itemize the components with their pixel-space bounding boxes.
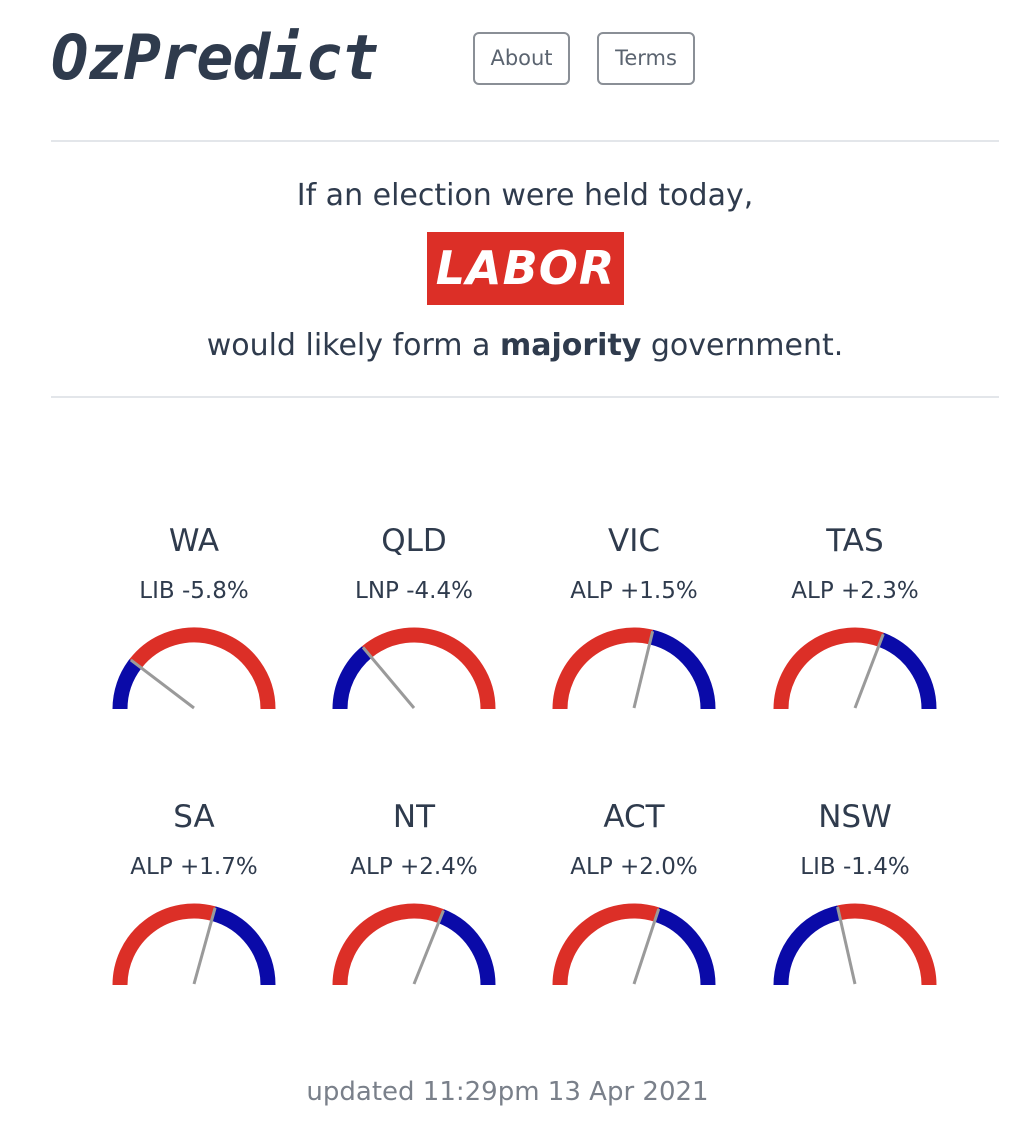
gauge-alp-arc bbox=[837, 903, 937, 986]
gauge-coalition-arc bbox=[112, 659, 142, 710]
intro-text: If an election were held today, bbox=[296, 178, 754, 213]
gauge-needle bbox=[836, 906, 857, 985]
gauge-alp-arc bbox=[773, 627, 884, 710]
state-party: ALP bbox=[570, 578, 613, 604]
party-badge: LABOR bbox=[427, 232, 624, 305]
gauge-coalition-arc bbox=[654, 907, 716, 986]
outcome-bold: majority bbox=[499, 328, 642, 363]
gauge-needle bbox=[632, 908, 661, 985]
state-swing-value: +2.0% bbox=[620, 854, 698, 880]
swing-gauge bbox=[112, 627, 276, 710]
state-name: WA bbox=[168, 523, 220, 559]
state-card-qld: QLD LNP -4.4% bbox=[304, 522, 524, 713]
state-name: NSW bbox=[818, 799, 892, 835]
state-swing: ALP +2.0% bbox=[524, 853, 744, 881]
state-swing: ALP +1.7% bbox=[84, 853, 304, 881]
swing-gauge bbox=[112, 903, 276, 986]
swing-gauge bbox=[332, 627, 496, 710]
state-name: TAS bbox=[826, 523, 884, 559]
state-card-nsw: NSW LIB -1.4% bbox=[745, 798, 965, 989]
gauge-alp-arc bbox=[332, 903, 444, 986]
state-swing-value: +2.3% bbox=[841, 578, 919, 604]
state-party: LIB bbox=[800, 854, 836, 880]
gauge-coalition-arc bbox=[649, 629, 716, 710]
swing-gauge bbox=[332, 903, 496, 986]
gauge-coalition-arc bbox=[878, 632, 937, 710]
state-name: QLD bbox=[381, 523, 447, 559]
gauge-needle bbox=[129, 658, 195, 710]
outcome-post: government. bbox=[641, 328, 844, 363]
state-swing-value: -5.8% bbox=[181, 578, 249, 604]
state-swing-value: +2.4% bbox=[400, 854, 478, 880]
gauge-needle bbox=[192, 907, 217, 985]
state-name: ACT bbox=[603, 799, 665, 835]
state-swing: LIB -5.8% bbox=[84, 577, 304, 605]
gauge-alp-arc bbox=[129, 627, 276, 710]
state-party: LIB bbox=[139, 578, 175, 604]
state-swing: ALP +1.5% bbox=[524, 577, 744, 605]
state-swing: LNP -4.4% bbox=[304, 577, 524, 605]
gauge-alp-arc bbox=[552, 903, 660, 986]
swing-gauge bbox=[773, 627, 937, 710]
gauge-needle bbox=[412, 910, 445, 985]
swing-gauge bbox=[773, 903, 937, 986]
outcome-pre: would likely form a bbox=[206, 328, 500, 363]
state-card-wa: WA LIB -5.8% bbox=[84, 522, 304, 713]
state-card-act: ACT ALP +2.0% bbox=[524, 798, 744, 989]
state-name: NT bbox=[392, 799, 436, 835]
swing-gauge bbox=[552, 903, 716, 986]
gauge-needle bbox=[361, 646, 416, 709]
gauge-alp-arc bbox=[112, 903, 216, 986]
site-logo[interactable]: OzPredict bbox=[51, 21, 379, 94]
gauge-coalition-arc bbox=[211, 906, 276, 986]
state-swing-value: -1.4% bbox=[842, 854, 910, 880]
prediction-summary: If an election were held today, LABOR wo… bbox=[51, 142, 999, 398]
state-swing: ALP +2.4% bbox=[304, 853, 524, 881]
gauge-alp-arc bbox=[552, 627, 654, 710]
state-swing: LIB -1.4% bbox=[745, 853, 965, 881]
state-swing-value: +1.7% bbox=[180, 854, 258, 880]
state-party: LNP bbox=[355, 578, 399, 604]
state-card-sa: SA ALP +1.7% bbox=[84, 798, 304, 989]
header: OzPredict About Terms bbox=[51, 0, 999, 142]
state-swing-value: -4.4% bbox=[406, 578, 473, 604]
state-name: SA bbox=[173, 799, 215, 835]
state-swing: ALP +2.3% bbox=[745, 577, 965, 605]
state-card-vic: VIC ALP +1.5% bbox=[524, 522, 744, 713]
state-party: ALP bbox=[130, 854, 173, 880]
swing-gauge bbox=[552, 627, 716, 710]
state-name: VIC bbox=[608, 523, 660, 559]
gauge-needle bbox=[632, 630, 655, 709]
gauge-coalition-arc bbox=[332, 646, 372, 710]
gauge-needle bbox=[853, 633, 885, 709]
gauge-alp-arc bbox=[362, 627, 496, 710]
updated-timestamp: updated 11:29pm 13 Apr 2021 bbox=[306, 1077, 709, 1107]
gauge-coalition-arc bbox=[773, 905, 841, 986]
state-card-tas: TAS ALP +2.3% bbox=[745, 522, 965, 713]
outcome-text: would likely form a majority government. bbox=[51, 328, 999, 364]
state-party: ALP bbox=[570, 854, 613, 880]
state-swing-value: +1.5% bbox=[620, 578, 698, 604]
state-party: ALP bbox=[791, 578, 834, 604]
state-card-nt: NT ALP +2.4% bbox=[304, 798, 524, 989]
terms-button[interactable]: Terms bbox=[597, 32, 695, 85]
state-party: ALP bbox=[350, 854, 393, 880]
about-button[interactable]: About bbox=[473, 32, 570, 85]
gauge-coalition-arc bbox=[438, 909, 496, 986]
